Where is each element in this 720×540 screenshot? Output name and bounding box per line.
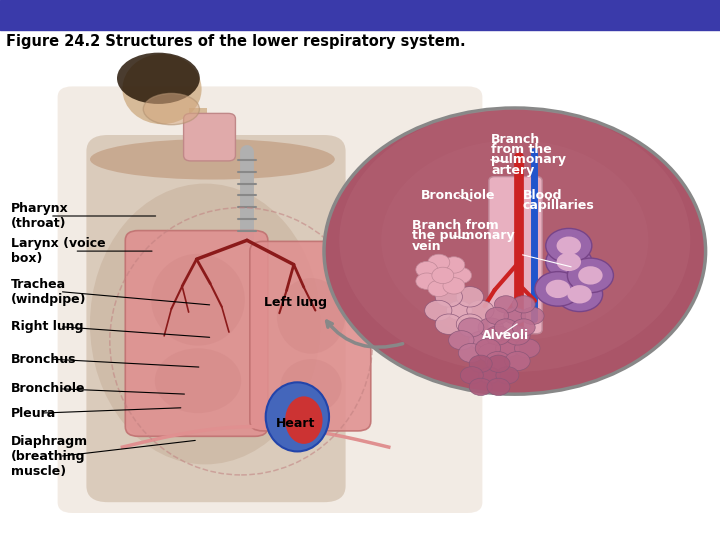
Text: Figure 24.2 Structures of the lower respiratory system.: Figure 24.2 Structures of the lower resp… xyxy=(6,34,465,49)
Circle shape xyxy=(469,331,493,349)
Circle shape xyxy=(449,267,472,284)
Circle shape xyxy=(428,280,450,296)
Text: capillaries: capillaries xyxy=(523,199,595,212)
FancyBboxPatch shape xyxy=(58,86,482,513)
Circle shape xyxy=(557,277,603,312)
Text: Left lung: Left lung xyxy=(264,296,327,309)
Circle shape xyxy=(557,253,581,271)
Ellipse shape xyxy=(122,54,202,124)
Text: Larynx (voice
box): Larynx (voice box) xyxy=(11,237,105,265)
Circle shape xyxy=(416,261,438,278)
Circle shape xyxy=(512,296,535,313)
FancyBboxPatch shape xyxy=(184,113,235,161)
Circle shape xyxy=(324,108,706,394)
Text: Bronchiole: Bronchiole xyxy=(11,382,85,395)
Ellipse shape xyxy=(143,93,199,125)
Circle shape xyxy=(487,355,510,373)
Text: Bronchiole: Bronchiole xyxy=(421,189,495,202)
Circle shape xyxy=(467,300,494,321)
Text: Branch from: Branch from xyxy=(412,219,498,232)
Text: Branch: Branch xyxy=(491,133,540,146)
Circle shape xyxy=(443,278,465,294)
FancyBboxPatch shape xyxy=(86,135,346,502)
Text: pulmonary: pulmonary xyxy=(491,153,566,166)
Circle shape xyxy=(496,367,519,384)
Ellipse shape xyxy=(151,254,245,346)
Circle shape xyxy=(546,228,592,263)
Circle shape xyxy=(460,367,483,384)
FancyBboxPatch shape xyxy=(250,241,371,431)
Circle shape xyxy=(487,378,510,395)
Text: the pulmonary: the pulmonary xyxy=(412,230,515,242)
Circle shape xyxy=(443,256,465,273)
Circle shape xyxy=(485,352,510,370)
Circle shape xyxy=(495,319,518,336)
Circle shape xyxy=(432,267,454,284)
Text: Diaphragm
(breathing
muscle): Diaphragm (breathing muscle) xyxy=(11,435,88,478)
Circle shape xyxy=(535,272,581,306)
Text: Pharynx
(throat): Pharynx (throat) xyxy=(11,202,68,230)
Ellipse shape xyxy=(266,382,329,451)
Text: Alveoli: Alveoli xyxy=(482,329,529,342)
Circle shape xyxy=(485,307,508,325)
Text: artery: artery xyxy=(491,164,534,177)
Circle shape xyxy=(488,330,513,350)
Ellipse shape xyxy=(281,359,342,413)
Circle shape xyxy=(382,140,648,340)
FancyBboxPatch shape xyxy=(125,231,268,436)
Bar xyxy=(0,0,720,30)
Circle shape xyxy=(505,326,530,345)
Circle shape xyxy=(567,285,592,303)
Circle shape xyxy=(546,245,592,279)
Circle shape xyxy=(515,339,540,358)
Circle shape xyxy=(456,314,484,334)
Text: Blood: Blood xyxy=(523,189,562,202)
Text: vein: vein xyxy=(412,240,441,253)
FancyBboxPatch shape xyxy=(489,177,542,334)
Text: Bronchus: Bronchus xyxy=(11,353,76,366)
Circle shape xyxy=(512,319,535,336)
Text: Heart: Heart xyxy=(276,417,315,430)
Text: Pleura: Pleura xyxy=(11,407,56,420)
Circle shape xyxy=(505,352,530,370)
Text: Right lung: Right lung xyxy=(11,320,84,333)
Circle shape xyxy=(475,339,500,358)
Circle shape xyxy=(425,300,452,321)
FancyBboxPatch shape xyxy=(189,108,207,143)
Ellipse shape xyxy=(90,184,320,464)
Ellipse shape xyxy=(285,396,323,444)
Circle shape xyxy=(578,266,603,285)
Circle shape xyxy=(495,339,520,357)
Circle shape xyxy=(428,254,450,271)
Ellipse shape xyxy=(277,278,346,354)
Circle shape xyxy=(504,308,526,324)
Circle shape xyxy=(567,258,613,293)
Circle shape xyxy=(478,343,503,362)
Circle shape xyxy=(521,307,544,325)
Circle shape xyxy=(469,378,492,395)
Circle shape xyxy=(446,301,472,320)
Circle shape xyxy=(339,109,690,372)
Ellipse shape xyxy=(117,53,200,104)
Circle shape xyxy=(557,237,581,255)
Ellipse shape xyxy=(155,348,241,413)
Circle shape xyxy=(546,280,570,298)
Text: Trachea
(windpipe): Trachea (windpipe) xyxy=(11,278,86,306)
Circle shape xyxy=(459,343,484,362)
Circle shape xyxy=(479,367,500,383)
Circle shape xyxy=(495,296,518,313)
Circle shape xyxy=(435,314,462,334)
Circle shape xyxy=(485,326,510,345)
Ellipse shape xyxy=(90,139,335,179)
Circle shape xyxy=(449,330,474,350)
Circle shape xyxy=(459,318,484,337)
Text: from the: from the xyxy=(491,143,552,156)
Circle shape xyxy=(435,287,462,307)
Circle shape xyxy=(416,273,438,289)
Circle shape xyxy=(469,355,492,373)
Circle shape xyxy=(456,287,484,307)
Circle shape xyxy=(478,318,503,337)
